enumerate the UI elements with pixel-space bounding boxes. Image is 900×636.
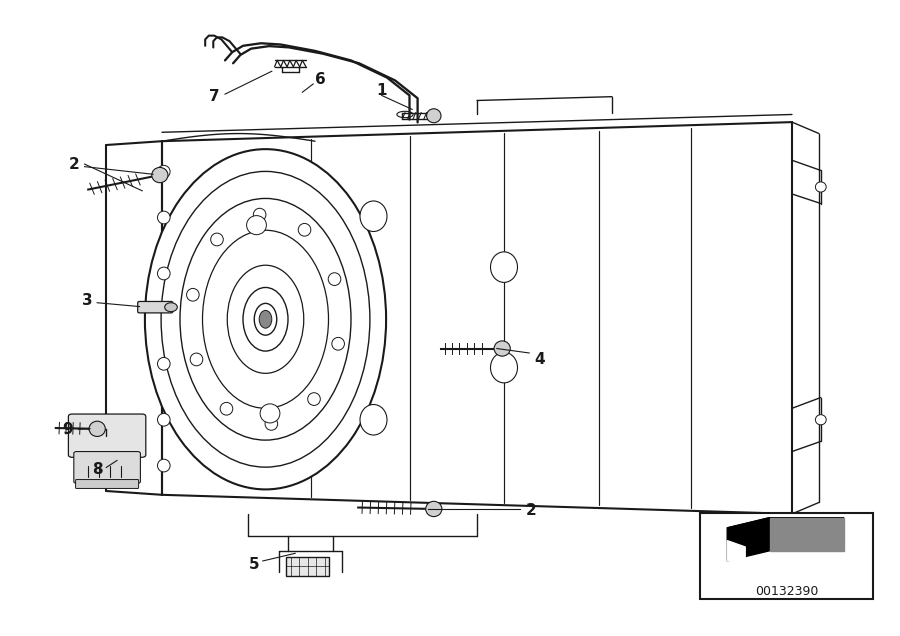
Ellipse shape xyxy=(158,413,170,426)
FancyBboxPatch shape xyxy=(68,414,146,457)
Ellipse shape xyxy=(227,265,304,373)
Ellipse shape xyxy=(158,165,170,178)
Ellipse shape xyxy=(298,223,310,236)
Ellipse shape xyxy=(190,353,203,366)
Ellipse shape xyxy=(158,267,170,280)
Ellipse shape xyxy=(254,303,277,335)
Ellipse shape xyxy=(161,171,370,467)
Text: 6: 6 xyxy=(315,72,326,87)
Text: 00132390: 00132390 xyxy=(755,585,818,598)
FancyBboxPatch shape xyxy=(138,301,173,313)
Text: 2: 2 xyxy=(526,502,536,518)
FancyBboxPatch shape xyxy=(286,556,329,576)
Ellipse shape xyxy=(397,111,413,118)
Ellipse shape xyxy=(815,415,826,425)
Ellipse shape xyxy=(328,273,341,286)
Ellipse shape xyxy=(180,198,351,440)
Polygon shape xyxy=(727,518,770,561)
Ellipse shape xyxy=(211,233,223,246)
Polygon shape xyxy=(727,541,745,561)
Ellipse shape xyxy=(491,352,518,383)
Text: 1: 1 xyxy=(376,83,387,99)
FancyBboxPatch shape xyxy=(74,452,140,483)
Ellipse shape xyxy=(260,404,280,423)
Ellipse shape xyxy=(243,287,288,351)
Text: 7: 7 xyxy=(209,89,220,104)
Ellipse shape xyxy=(89,421,105,436)
Polygon shape xyxy=(770,518,844,551)
Ellipse shape xyxy=(145,149,386,490)
Ellipse shape xyxy=(427,109,441,123)
Ellipse shape xyxy=(491,252,518,282)
Ellipse shape xyxy=(360,201,387,232)
Text: 9: 9 xyxy=(62,422,73,437)
Ellipse shape xyxy=(308,392,320,405)
FancyBboxPatch shape xyxy=(700,513,873,599)
Ellipse shape xyxy=(158,357,170,370)
Text: 5: 5 xyxy=(248,557,259,572)
Ellipse shape xyxy=(426,501,442,516)
Ellipse shape xyxy=(247,216,266,235)
Ellipse shape xyxy=(360,404,387,435)
Ellipse shape xyxy=(815,182,826,192)
Ellipse shape xyxy=(494,341,510,356)
Ellipse shape xyxy=(152,167,168,183)
Polygon shape xyxy=(727,518,844,528)
Ellipse shape xyxy=(332,338,345,350)
Ellipse shape xyxy=(165,303,177,312)
FancyBboxPatch shape xyxy=(76,480,139,488)
Ellipse shape xyxy=(220,403,233,415)
Text: 2: 2 xyxy=(68,156,79,172)
Text: 4: 4 xyxy=(535,352,545,367)
Ellipse shape xyxy=(158,211,170,224)
Ellipse shape xyxy=(186,288,199,301)
Ellipse shape xyxy=(202,230,328,408)
Ellipse shape xyxy=(259,310,272,328)
Text: 8: 8 xyxy=(92,462,103,477)
Ellipse shape xyxy=(266,417,278,430)
Text: 3: 3 xyxy=(82,293,93,308)
Ellipse shape xyxy=(253,209,266,221)
Ellipse shape xyxy=(158,459,170,472)
